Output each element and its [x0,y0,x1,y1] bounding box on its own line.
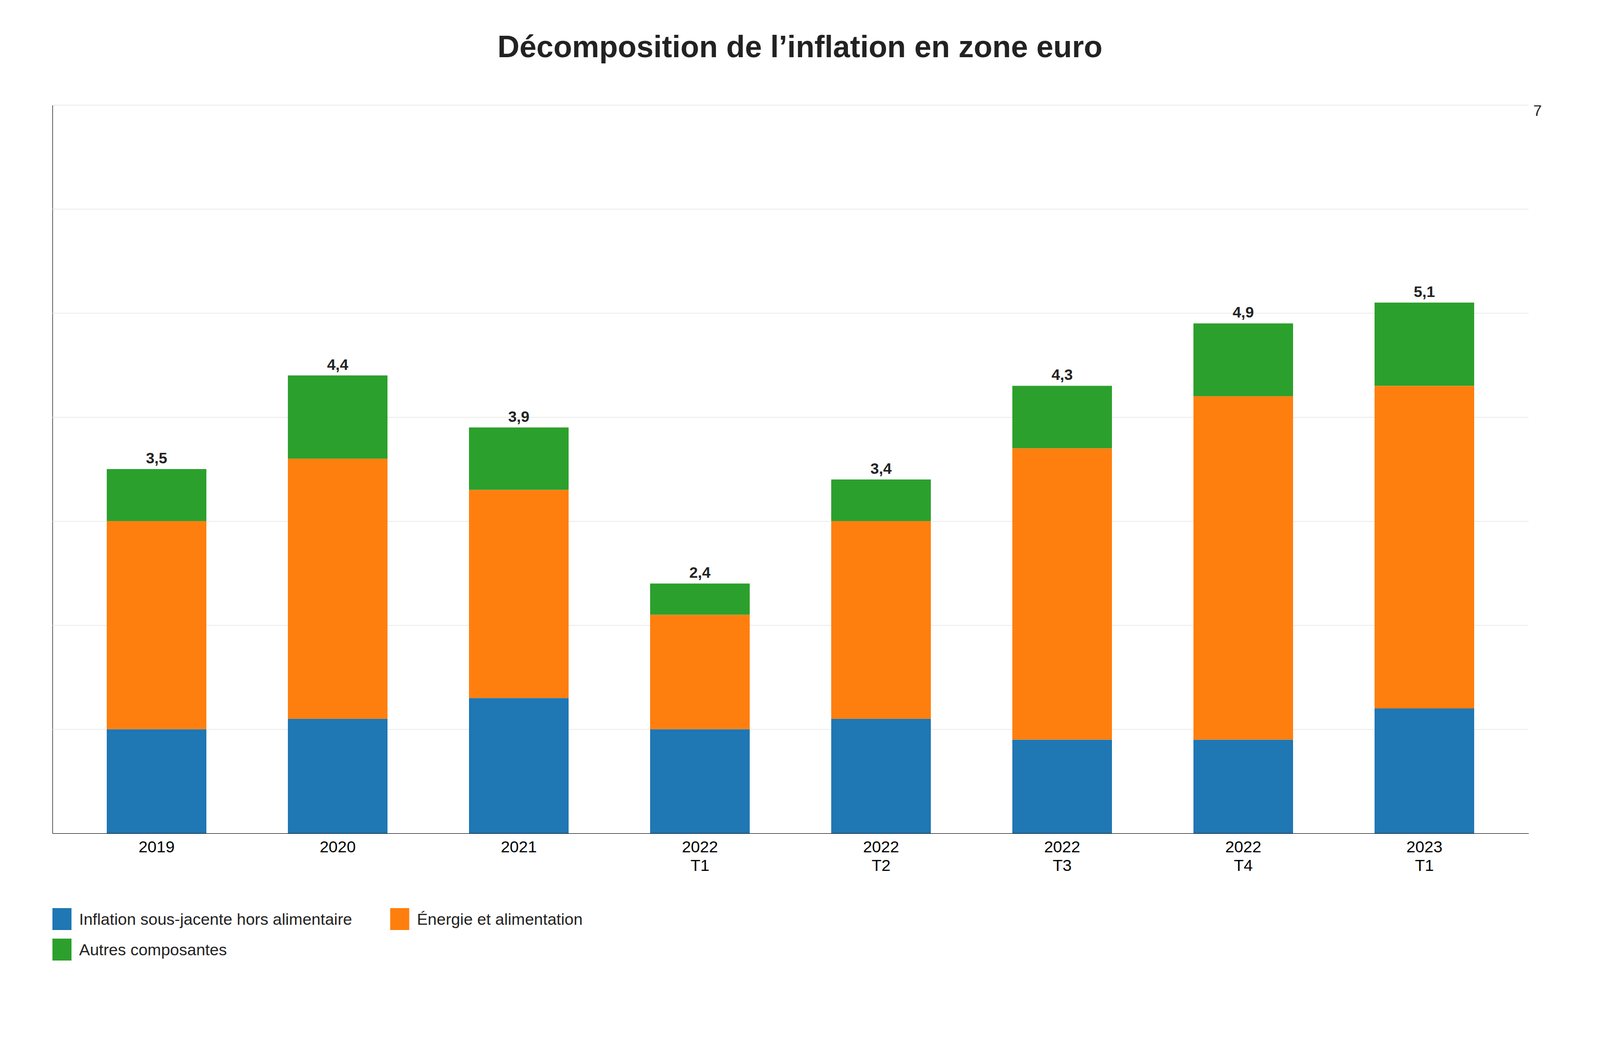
bar-segment [650,614,750,730]
x-tick: 2021 [500,837,538,856]
total-label: 3,5 [145,449,167,467]
legend-swatch [52,907,72,930]
y-tick [52,417,1529,418]
total-label: 5,1 [1413,283,1435,301]
x-tick-label: 2020 [319,837,357,856]
y-axis-line [52,105,53,834]
x-tick-label: 2022T2 [863,837,900,875]
x-tick: 2023T1 [1406,837,1443,875]
total-label: 3,9 [508,407,530,426]
x-tick-label-line: 2020 [319,837,357,856]
bar-segment [287,718,388,834]
x-tick: 2022T4 [1225,837,1262,875]
grid-line [52,313,1529,314]
grid-line [52,520,1529,522]
bar-segment [1012,739,1112,834]
bar-segment [468,427,569,490]
bar-segment [1193,323,1294,397]
y-tick [52,729,1529,730]
plot-area: 2019202020212022T12022T22022T32022T42023… [52,101,1542,875]
x-tick-label-line: T2 [871,856,891,875]
y-axis [52,105,1529,834]
total-label: 4,3 [1051,366,1073,384]
x-tick-label-line: 2023 [1406,837,1443,856]
grid-line [52,624,1529,626]
legend-swatch [52,938,72,961]
bar-segment [831,479,931,521]
x-tick: 2022T3 [1044,837,1081,875]
x-tick-label: 2019 [138,837,175,856]
x-tick: 2022T2 [863,837,900,875]
chart-svg: 2019202020212022T12022T22022T32022T42023… [0,0,1600,1043]
x-tick-label: 2022T1 [682,837,719,875]
legend-item: Énergie et alimentation [390,907,583,930]
legend-item: Inflation sous-jacente hors alimentaire [52,907,353,930]
legend-label: Autres composantes [79,940,227,959]
x-tick-label-line: 2022 [863,837,900,856]
x-tick-label-line: T1 [690,856,710,875]
bar-segment [106,520,207,730]
x-tick: 2019 [138,837,175,856]
bar-segment [287,458,388,719]
bar-segment [650,729,750,834]
total-label: 2,4 [689,563,711,581]
bars [106,302,1475,834]
x-tick-label-line: 2019 [138,837,175,856]
annotation: 7 [1533,101,1542,120]
bar-segment [106,729,207,834]
title: Décomposition de l’inflation en zone eur… [497,29,1103,64]
x-axis: 2019202020212022T12022T22022T32022T42023… [52,833,1529,875]
bar-segment [1374,708,1475,834]
bar-segment [1012,448,1112,740]
bar-segment [831,718,931,834]
bar-segment [468,697,569,834]
y-tick [52,208,1529,210]
total-label: 4,4 [326,356,349,374]
y-tick [52,624,1529,626]
x-tick: 2022T1 [682,837,719,875]
chart-container: 2019202020212022T12022T22022T32022T42023… [0,0,1600,1043]
bar-series [106,302,1475,615]
x-tick-label: 2022T4 [1225,837,1262,875]
legend-swatch [390,907,410,930]
bar-segment [831,520,931,719]
x-axis-line [52,833,1529,834]
y-tick [52,313,1529,314]
total-label: 3,4 [870,459,892,478]
y-tick [52,520,1529,522]
bar-segment [650,583,750,615]
total-label: 4,9 [1232,303,1254,321]
x-tick: 2020 [319,837,357,856]
x-tick-label: 2022T3 [1044,837,1081,875]
x-tick-label-line: T3 [1052,856,1072,875]
bar-segment [1193,739,1294,834]
x-tick-label: 2023T1 [1406,837,1443,875]
bar-segment [1012,385,1112,449]
bar-segment [1374,385,1475,709]
x-tick-label-line: 2022 [1044,837,1081,856]
x-tick-label-line: T1 [1415,856,1435,875]
bar-segment [287,375,388,459]
x-tick-label-line: 2022 [1225,837,1262,856]
grid-line [52,104,1529,106]
bar-segment [1193,396,1294,740]
legend-label: Inflation sous-jacente hors alimentaire [79,909,353,928]
grid-line [52,417,1529,418]
x-tick-label: 2021 [500,837,538,856]
x-tick-label-line: 2021 [500,837,538,856]
grid-line [52,729,1529,730]
y-tick [52,104,1529,106]
grid-line [52,208,1529,210]
legend: Inflation sous-jacente hors alimentaire É… [52,907,583,961]
x-tick-label-line: 2022 [682,837,719,856]
bar-segment [1374,302,1475,387]
bar-segment [106,468,207,521]
bar-segment [468,489,569,699]
legend-item: Autres composantes [52,938,227,961]
x-tick-label-line: T4 [1233,856,1254,875]
total-labels: 3,5 4,4 3,9 2,4 3,4 4,3 4,9 5,1 [145,283,1435,581]
legend-label: Énergie et alimentation [417,909,583,928]
